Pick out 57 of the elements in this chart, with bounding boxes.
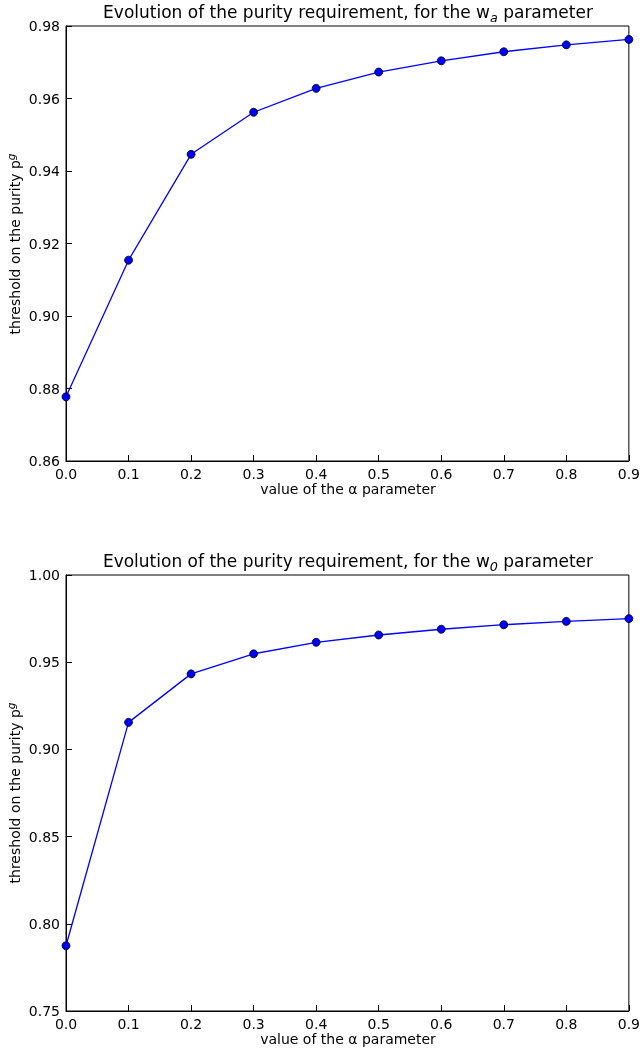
x-tick-label: 0.7 <box>492 1016 515 1032</box>
x-tick-label: 0.8 <box>555 466 578 482</box>
y-tick-label: 0.92 <box>28 235 60 252</box>
y-tick-label: 0.80 <box>28 915 60 932</box>
x-tick-label: 0.9 <box>617 1016 640 1032</box>
point <box>436 624 446 634</box>
x-tick-label: 0.4 <box>305 1016 328 1032</box>
point <box>311 83 321 93</box>
x-tick-label: 0.0 <box>54 466 78 482</box>
point <box>124 717 133 727</box>
y-tick-label: 0.96 <box>28 90 61 107</box>
y-tick-label: 0.85 <box>28 828 60 845</box>
y-tick-label: 0.95 <box>28 654 60 671</box>
y-tick-label: 0.88 <box>28 380 60 397</box>
x-tick-label: 0.3 <box>242 466 265 482</box>
point <box>374 67 384 77</box>
x-axis-title: value of the α parameter <box>259 481 437 497</box>
y-tick-label: 0.90 <box>28 741 60 758</box>
point <box>311 637 321 647</box>
point <box>186 149 196 159</box>
chart-title: Evolution of the purity requirement, for the w$_{0}$ parameter <box>101 551 595 575</box>
y-tick-label: 0.86 <box>28 453 61 469</box>
point <box>499 47 509 57</box>
x-tick-label: 0.0 <box>54 1016 78 1032</box>
point <box>124 255 133 265</box>
x-tick-label: 0.5 <box>367 466 390 482</box>
y-tick-label: 0.75 <box>28 1003 60 1019</box>
point <box>436 56 446 66</box>
x-axis-title: value of the α parameter <box>259 1031 437 1047</box>
x-tick-label: 0.4 <box>305 466 328 482</box>
x-tick-label: 0.1 <box>117 466 140 482</box>
point <box>186 669 196 679</box>
x-tick-label: 0.2 <box>179 1016 203 1032</box>
x-tick-label: 0.7 <box>492 466 515 482</box>
y-tick-label: 0.94 <box>28 163 61 179</box>
x-tick-label: 0.6 <box>430 1016 453 1032</box>
point <box>561 616 571 626</box>
chart-title: Evolution of the purity requirement, for the w$_{a}$ parameter <box>102 2 594 26</box>
y-tick-label: 1.00 <box>28 567 60 583</box>
point <box>624 35 634 44</box>
point <box>624 614 634 623</box>
point <box>249 649 259 659</box>
x-tick-label: 0.8 <box>555 1016 578 1032</box>
point <box>61 941 71 951</box>
x-tick-label: 0.2 <box>179 466 203 482</box>
point <box>61 392 71 402</box>
y-tick-label: 0.98 <box>28 18 60 34</box>
point <box>561 40 571 50</box>
x-tick-label: 0.6 <box>430 466 453 482</box>
x-tick-label: 0.5 <box>367 1016 390 1032</box>
point <box>499 620 509 630</box>
x-tick-label: 0.1 <box>117 1016 140 1032</box>
point <box>249 107 259 117</box>
point <box>374 630 384 640</box>
y-tick-label: 0.90 <box>28 308 60 324</box>
x-tick-label: 0.3 <box>242 1016 265 1032</box>
x-tick-label: 0.9 <box>617 466 640 482</box>
